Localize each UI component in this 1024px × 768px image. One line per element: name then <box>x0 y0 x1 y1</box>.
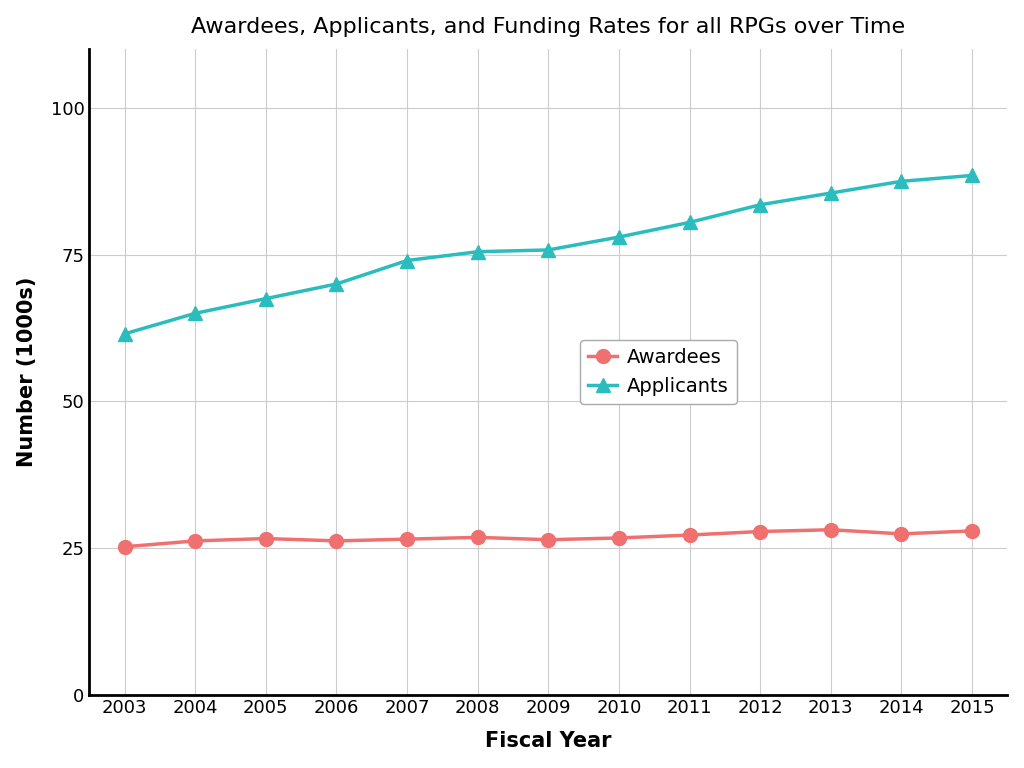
Applicants <box>189 309 202 318</box>
Applicants <box>471 247 483 257</box>
Awardees <box>260 534 272 543</box>
Awardees <box>754 527 766 536</box>
Awardees <box>824 525 837 535</box>
Applicants <box>119 329 131 339</box>
X-axis label: Fiscal Year: Fiscal Year <box>485 731 611 751</box>
Applicants <box>401 256 414 265</box>
Applicants <box>895 177 907 186</box>
Awardees <box>471 533 483 542</box>
Legend: Awardees, Applicants: Awardees, Applicants <box>581 340 736 404</box>
Awardees <box>683 531 695 540</box>
Awardees <box>612 533 625 542</box>
Awardees <box>542 535 554 545</box>
Applicants <box>260 294 272 303</box>
Applicants <box>542 245 554 254</box>
Awardees <box>966 526 978 535</box>
Applicants <box>966 170 978 180</box>
Awardees <box>401 535 414 544</box>
Applicants <box>683 218 695 227</box>
Line: Awardees: Awardees <box>118 523 979 554</box>
Y-axis label: Number (1000s): Number (1000s) <box>16 276 37 467</box>
Title: Awardees, Applicants, and Funding Rates for all RPGs over Time: Awardees, Applicants, and Funding Rates … <box>191 17 905 37</box>
Awardees <box>189 536 202 545</box>
Line: Applicants: Applicants <box>118 168 979 341</box>
Applicants <box>331 280 343 289</box>
Applicants <box>612 233 625 242</box>
Awardees <box>895 529 907 538</box>
Awardees <box>331 536 343 545</box>
Applicants <box>824 188 837 197</box>
Awardees <box>119 542 131 551</box>
Applicants <box>754 200 766 210</box>
